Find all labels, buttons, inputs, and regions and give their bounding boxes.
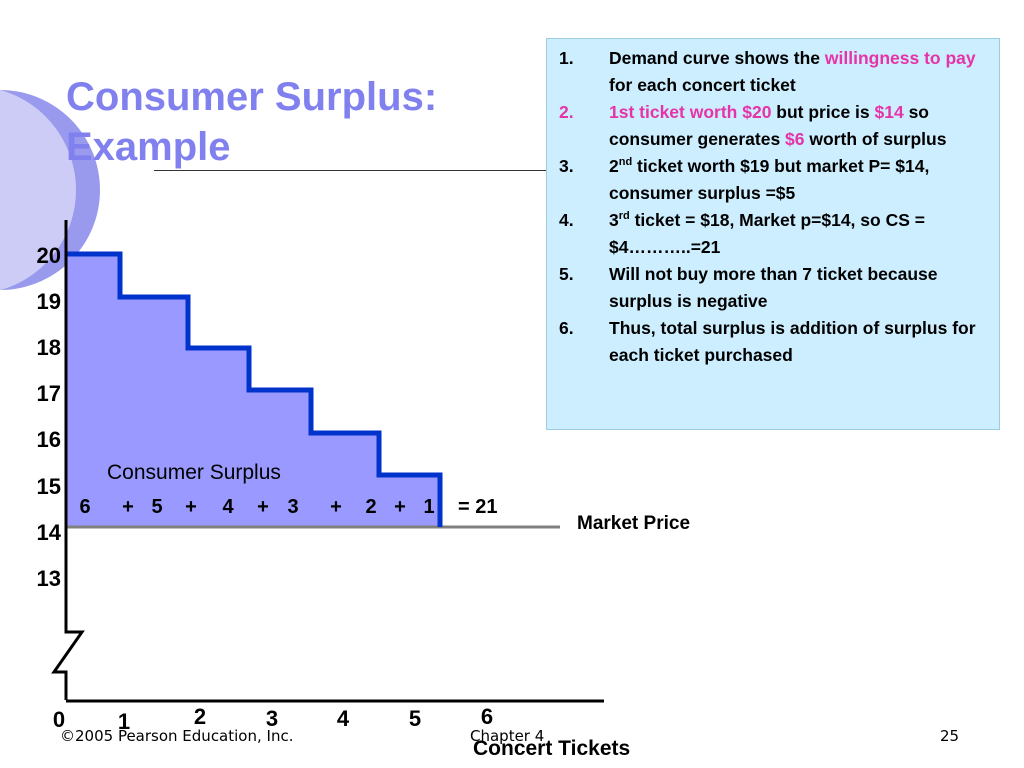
- market-price-label: Market Price: [577, 513, 690, 534]
- list-item: 6. Thus, total surplus is addition of su…: [559, 315, 989, 369]
- sum-term: 4: [222, 496, 234, 518]
- title-line-2: Example: [66, 125, 231, 169]
- x-tick-label: 1: [118, 709, 130, 734]
- sum-term: +: [257, 496, 269, 518]
- y-tick-label: 16: [37, 427, 61, 452]
- highlight-text: $6: [785, 129, 805, 149]
- y-tick-label: 14: [37, 520, 62, 545]
- title-underline: [154, 170, 548, 171]
- footer-chapter: Chapter 4: [470, 727, 545, 745]
- deco-circle-light: [0, 89, 76, 291]
- title-line-1: Consumer Surplus:: [66, 75, 438, 119]
- slide-title: Consumer Surplus: Example: [66, 72, 437, 172]
- list-number: 6.: [559, 318, 574, 338]
- list-number: 5.: [559, 264, 574, 284]
- sum-term: +: [330, 496, 342, 518]
- x-tick-label: 2: [194, 704, 206, 729]
- x-axis-label: Concert Tickets: [473, 737, 630, 760]
- y-axis: [51, 220, 85, 700]
- list-number: 4.: [559, 210, 574, 230]
- list-item: 3. 2nd ticket worth $19 but market P= $1…: [559, 153, 989, 207]
- list-item: 1. Demand curve shows the willingness to…: [559, 45, 989, 99]
- sum-term: 6: [79, 496, 90, 518]
- demand-curve: [66, 251, 443, 527]
- list-number: 3.: [559, 156, 574, 176]
- x-tick-label: 6: [481, 704, 493, 729]
- y-tick-label: 18: [37, 335, 61, 360]
- y-tick-label: 17: [37, 381, 61, 406]
- highlight-text: 1st ticket worth $20: [609, 102, 772, 122]
- y-tick-label: 20: [37, 243, 61, 268]
- sum-term: 2: [365, 496, 376, 518]
- y-tick-label: 19: [37, 289, 61, 314]
- list-number: 1.: [559, 48, 574, 68]
- sum-term: +: [394, 496, 406, 518]
- consumer-surplus-label: Consumer Surplus: [107, 461, 281, 484]
- x-tick-label: 3: [266, 706, 278, 731]
- sum-term: 1: [423, 496, 434, 518]
- list-number: 2.: [559, 102, 574, 122]
- list-item: 5. Will not buy more than 7 ticket becau…: [559, 261, 989, 315]
- explanation-box: 1. Demand curve shows the willingness to…: [546, 38, 1000, 430]
- list-item: 4. 3rd ticket = $18, Market p=$14, so CS…: [559, 207, 989, 261]
- sum-term: 5: [151, 496, 162, 518]
- sum-term: 3: [287, 496, 298, 518]
- sum-term: +: [122, 496, 134, 518]
- sum-result: = 21: [458, 496, 497, 518]
- x-tick-label: 0: [53, 707, 65, 732]
- footer-page-number: 25: [940, 727, 960, 745]
- highlight-text: willingness to pay: [824, 48, 976, 68]
- y-tick-label: 15: [37, 474, 61, 499]
- x-tick-label: 5: [409, 706, 421, 731]
- sum-term: +: [185, 496, 197, 518]
- highlight-text: $14: [874, 102, 904, 122]
- x-tick-label: 4: [337, 706, 350, 731]
- y-tick-label: 13: [37, 566, 61, 591]
- list-item: 2. 1st ticket worth $20 but price is $14…: [559, 99, 989, 153]
- footer-copyright: ©2005 Pearson Education, Inc.: [60, 727, 294, 745]
- explanation-list: 1. Demand curve shows the willingness to…: [559, 45, 989, 369]
